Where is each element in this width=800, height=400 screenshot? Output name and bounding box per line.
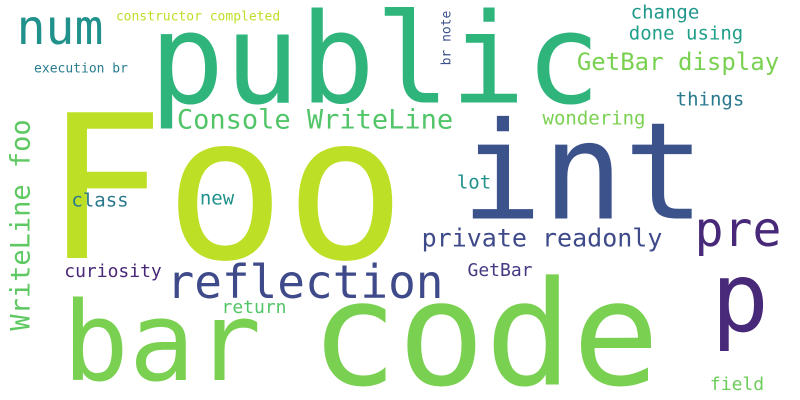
word-getbar-display: GetBar display bbox=[576, 48, 780, 76]
word-class: class bbox=[71, 189, 129, 212]
word-return: return bbox=[221, 297, 287, 318]
word-curiosity: curiosity bbox=[64, 261, 162, 282]
word-wondering: wondering bbox=[542, 107, 646, 130]
word-reflection: reflection bbox=[166, 255, 444, 309]
word-num: num bbox=[16, 0, 104, 56]
word-code: code bbox=[310, 250, 660, 400]
word-new: new bbox=[199, 187, 235, 210]
word-p: p bbox=[711, 242, 769, 354]
word-pre: pre bbox=[694, 202, 782, 258]
word-change: change bbox=[630, 1, 700, 24]
word-foo: Foo bbox=[44, 73, 406, 306]
word-constructor-completed: constructor completed bbox=[115, 9, 281, 25]
word-writeline-foo: WriteLine foo bbox=[5, 119, 37, 331]
word-done-using: done using bbox=[628, 22, 744, 45]
word-public: public bbox=[149, 0, 601, 133]
word-int: int bbox=[461, 93, 705, 251]
word-getbar: GetBar bbox=[467, 260, 533, 281]
word-private-readonly: private readonly bbox=[421, 223, 663, 253]
word-console-writeline: Console WriteLine bbox=[176, 104, 454, 136]
word-things: things bbox=[675, 88, 745, 111]
word-execution-br: execution br bbox=[34, 61, 128, 77]
word-bar: bar bbox=[62, 278, 262, 400]
word-br-note: br note bbox=[439, 10, 455, 66]
word-field: field bbox=[709, 374, 765, 395]
word-lot: lot bbox=[456, 171, 492, 194]
